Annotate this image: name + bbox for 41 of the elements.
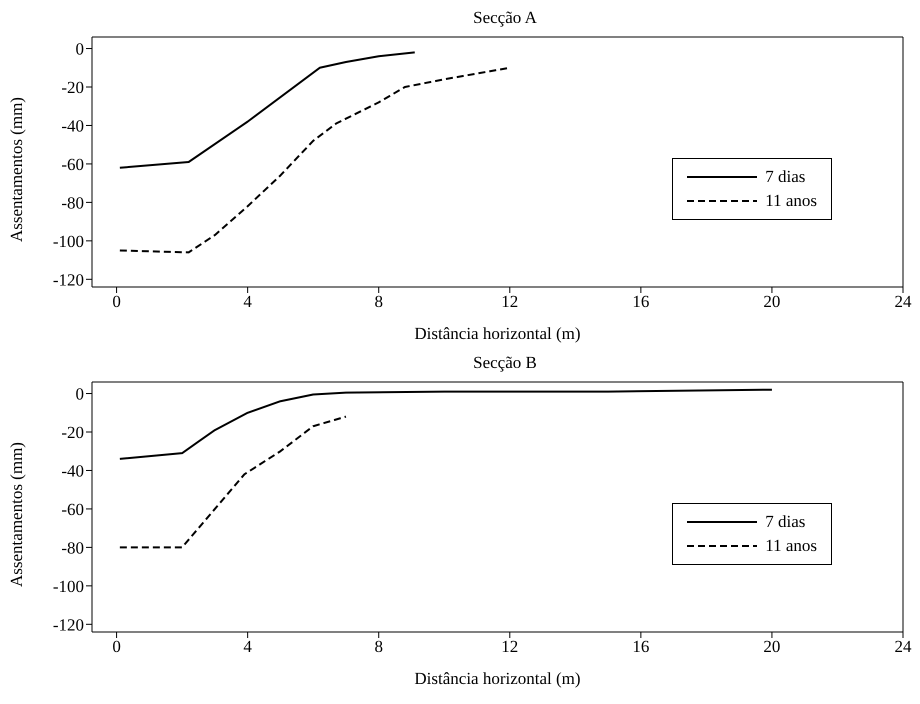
chart-title: Secção A [472, 8, 538, 29]
y-tick-label: -100 [52, 232, 84, 251]
y-tick-label: -40 [61, 461, 84, 480]
x-tick-label: 4 [243, 637, 252, 656]
x-tick-label: 0 [112, 292, 121, 312]
x-tick-label: 16 [632, 637, 650, 656]
y-tick-label: -120 [52, 615, 84, 634]
y-axis-title: Assentamentos (mm) [7, 97, 26, 242]
y-tick-label: -100 [52, 576, 84, 596]
x-tick-label: 20 [763, 292, 780, 312]
legend-label: 11 anos [765, 535, 817, 557]
x-tick-label: 24 [894, 292, 912, 312]
y-tick-label: 0 [76, 384, 84, 404]
y-tick-label: 0 [76, 40, 84, 59]
legend-label: 11 anos [765, 190, 817, 212]
x-tick-label: 12 [501, 637, 518, 656]
line-series [118, 416, 347, 548]
line-series [118, 388, 773, 460]
y-tick-label: -20 [61, 78, 84, 98]
y-tick-label: -80 [61, 538, 84, 558]
x-tick-label: 4 [243, 292, 252, 312]
line-series [118, 51, 416, 169]
x-axis-title: Distância horizontal (m) [414, 324, 581, 343]
x-tick-label: 12 [501, 292, 518, 312]
x-tick-label: 8 [374, 292, 383, 312]
y-tick-label: -80 [61, 193, 84, 212]
x-tick-label: 16 [632, 292, 650, 312]
y-tick-label: -20 [61, 423, 84, 442]
x-axis-title: Distância horizontal (m) [414, 669, 581, 688]
y-tick-label: -40 [61, 116, 84, 136]
legend-label: 7 dias [765, 511, 806, 533]
x-tick-label: 20 [763, 637, 780, 656]
chart-title: Secção B [472, 353, 538, 374]
y-tick-label: -120 [52, 270, 84, 290]
y-tick-label: -60 [61, 154, 84, 174]
y-axis-title: Assentamentos (mm) [7, 442, 26, 587]
x-tick-label: 24 [894, 637, 912, 656]
legend-label: 7 dias [765, 166, 806, 188]
y-tick-label: -60 [61, 500, 84, 519]
x-tick-label: 0 [112, 637, 121, 656]
x-tick-label: 8 [374, 637, 383, 656]
